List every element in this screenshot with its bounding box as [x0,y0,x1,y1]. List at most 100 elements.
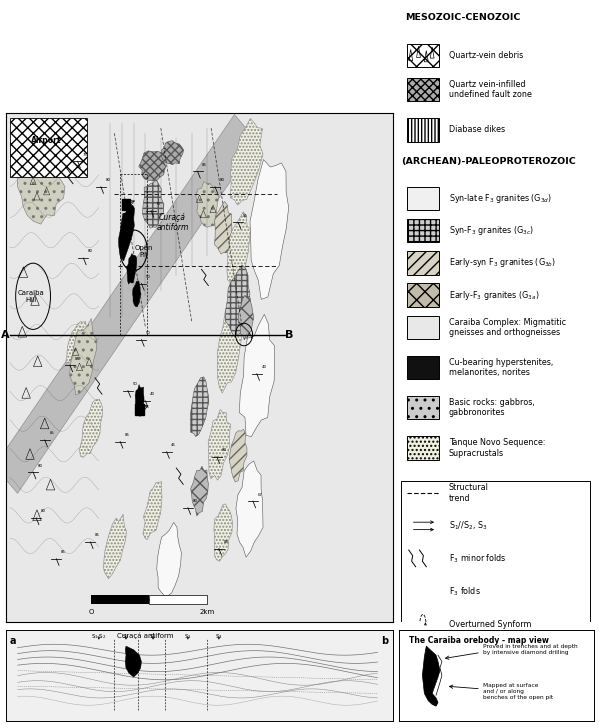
Text: Land tract (airport): Land tract (airport) [449,685,526,695]
Polygon shape [191,466,208,516]
Text: Antiform: Antiform [449,652,484,662]
Polygon shape [226,265,250,337]
Polygon shape [103,514,127,579]
Polygon shape [208,410,230,480]
Text: 80: 80 [221,448,227,452]
Text: O: O [88,609,94,614]
Text: 85: 85 [74,357,79,360]
Polygon shape [0,114,257,494]
FancyBboxPatch shape [407,44,439,68]
Polygon shape [422,646,440,706]
Polygon shape [214,504,232,561]
Text: 50: 50 [133,382,137,386]
Text: B: B [284,330,293,339]
Text: Curaçá antiform: Curaçá antiform [117,633,173,639]
Text: 80: 80 [38,464,43,467]
Text: S$_1$/S$_2$: S$_1$/S$_2$ [91,633,107,641]
Text: Caraiba Complex: Migmatitic
gneisses and orthogneisses: Caraiba Complex: Migmatitic gneisses and… [449,317,566,337]
Text: 80: 80 [41,510,46,513]
Text: 50: 50 [146,331,151,335]
Polygon shape [135,384,144,416]
Text: Overturned Synform: Overturned Synform [449,620,531,629]
Text: Structural
trend: Structural trend [449,483,488,503]
Polygon shape [157,523,181,596]
Polygon shape [17,154,65,224]
Text: 85: 85 [61,550,66,554]
Polygon shape [118,205,134,261]
Text: 40: 40 [262,365,266,369]
FancyBboxPatch shape [407,78,439,101]
FancyBboxPatch shape [409,683,437,697]
Text: 85: 85 [202,163,207,167]
Polygon shape [190,377,209,436]
Text: (ARCHEAN)-PALEOPROTEROZOIC: (ARCHEAN)-PALEOPROTEROZOIC [401,157,576,166]
Text: Diabase dikes: Diabase dikes [449,125,505,135]
Polygon shape [133,281,141,307]
FancyBboxPatch shape [407,396,439,419]
Text: 85: 85 [243,214,248,218]
Text: 85: 85 [95,534,100,537]
Text: 80: 80 [220,178,224,182]
Polygon shape [125,646,142,677]
Text: Cu-bearing hyperstenites,
melanorites, norites: Cu-bearing hyperstenites, melanorites, n… [449,357,553,377]
Text: S$_1$//S$_2$, S$_3$: S$_1$//S$_2$, S$_3$ [449,520,487,532]
Text: Caraiba
Hill: Caraiba Hill [18,290,44,303]
Text: A: A [1,330,10,339]
FancyBboxPatch shape [407,436,439,459]
Text: b: b [382,636,389,646]
Text: Syn-F$_3$ granites (G$_{3c}$): Syn-F$_3$ granites (G$_{3c}$) [449,224,533,237]
Polygon shape [236,461,263,557]
FancyBboxPatch shape [407,315,439,339]
FancyBboxPatch shape [407,187,439,210]
Polygon shape [139,151,166,181]
Polygon shape [66,322,86,363]
Polygon shape [227,212,251,290]
Text: a: a [10,636,16,646]
Text: Curaçá
antiform: Curaçá antiform [156,213,188,232]
Polygon shape [238,296,254,340]
Text: 65: 65 [49,432,54,435]
Text: 75: 75 [82,153,87,157]
Text: 88: 88 [223,540,229,544]
Text: S$_1$: S$_1$ [184,633,192,641]
Polygon shape [161,141,184,165]
Text: 85: 85 [125,433,130,437]
Text: Mapped at surface
and / or along
benches of the open pit: Mapped at surface and / or along benches… [483,684,553,700]
Polygon shape [143,179,164,229]
Text: F$_3$ minor folds: F$_3$ minor folds [449,553,506,565]
FancyBboxPatch shape [407,251,439,274]
Text: The Caraiba orebody - map view: The Caraiba orebody - map view [409,636,548,645]
Polygon shape [127,253,137,284]
Polygon shape [196,182,219,227]
Text: 2km: 2km [200,609,215,614]
Text: Syn-late F$_3$ granites (G$_{3d}$): Syn-late F$_3$ granites (G$_{3d}$) [449,192,552,205]
Text: Airport: Airport [31,136,62,146]
FancyBboxPatch shape [407,219,439,242]
Polygon shape [229,430,247,482]
FancyBboxPatch shape [407,118,439,142]
Text: 70: 70 [156,202,161,206]
Bar [10,118,87,177]
Polygon shape [239,314,274,437]
Polygon shape [215,202,232,254]
Text: S$_3$: S$_3$ [122,633,130,641]
Text: Tanque Novo Sequence:
Supracrustals: Tanque Novo Sequence: Supracrustals [449,438,545,458]
Polygon shape [70,319,97,395]
Text: Early-F$_3$ granites (G$_{3a}$): Early-F$_3$ granites (G$_{3a}$) [449,288,539,301]
Polygon shape [79,399,103,457]
Text: 40: 40 [150,392,155,396]
Text: 80: 80 [193,499,197,503]
Text: S$_1$: S$_1$ [149,633,157,641]
Text: Quartz vein-infilled
undefined fault zone: Quartz vein-infilled undefined fault zon… [449,80,532,99]
Polygon shape [230,119,263,205]
Text: 80: 80 [106,178,110,182]
Polygon shape [250,159,289,299]
Polygon shape [143,482,162,539]
Text: Quartz-vein debris: Quartz-vein debris [449,51,523,60]
Text: 80: 80 [88,250,93,253]
FancyBboxPatch shape [407,356,439,379]
Text: 67: 67 [257,493,262,496]
Text: Proved in trenches and at depth
by intensive diamond drilling: Proved in trenches and at depth by inten… [483,644,577,655]
Text: MESOZOIC-CENOZOIC: MESOZOIC-CENOZOIC [405,13,520,22]
Text: S$_3$: S$_3$ [215,633,223,641]
